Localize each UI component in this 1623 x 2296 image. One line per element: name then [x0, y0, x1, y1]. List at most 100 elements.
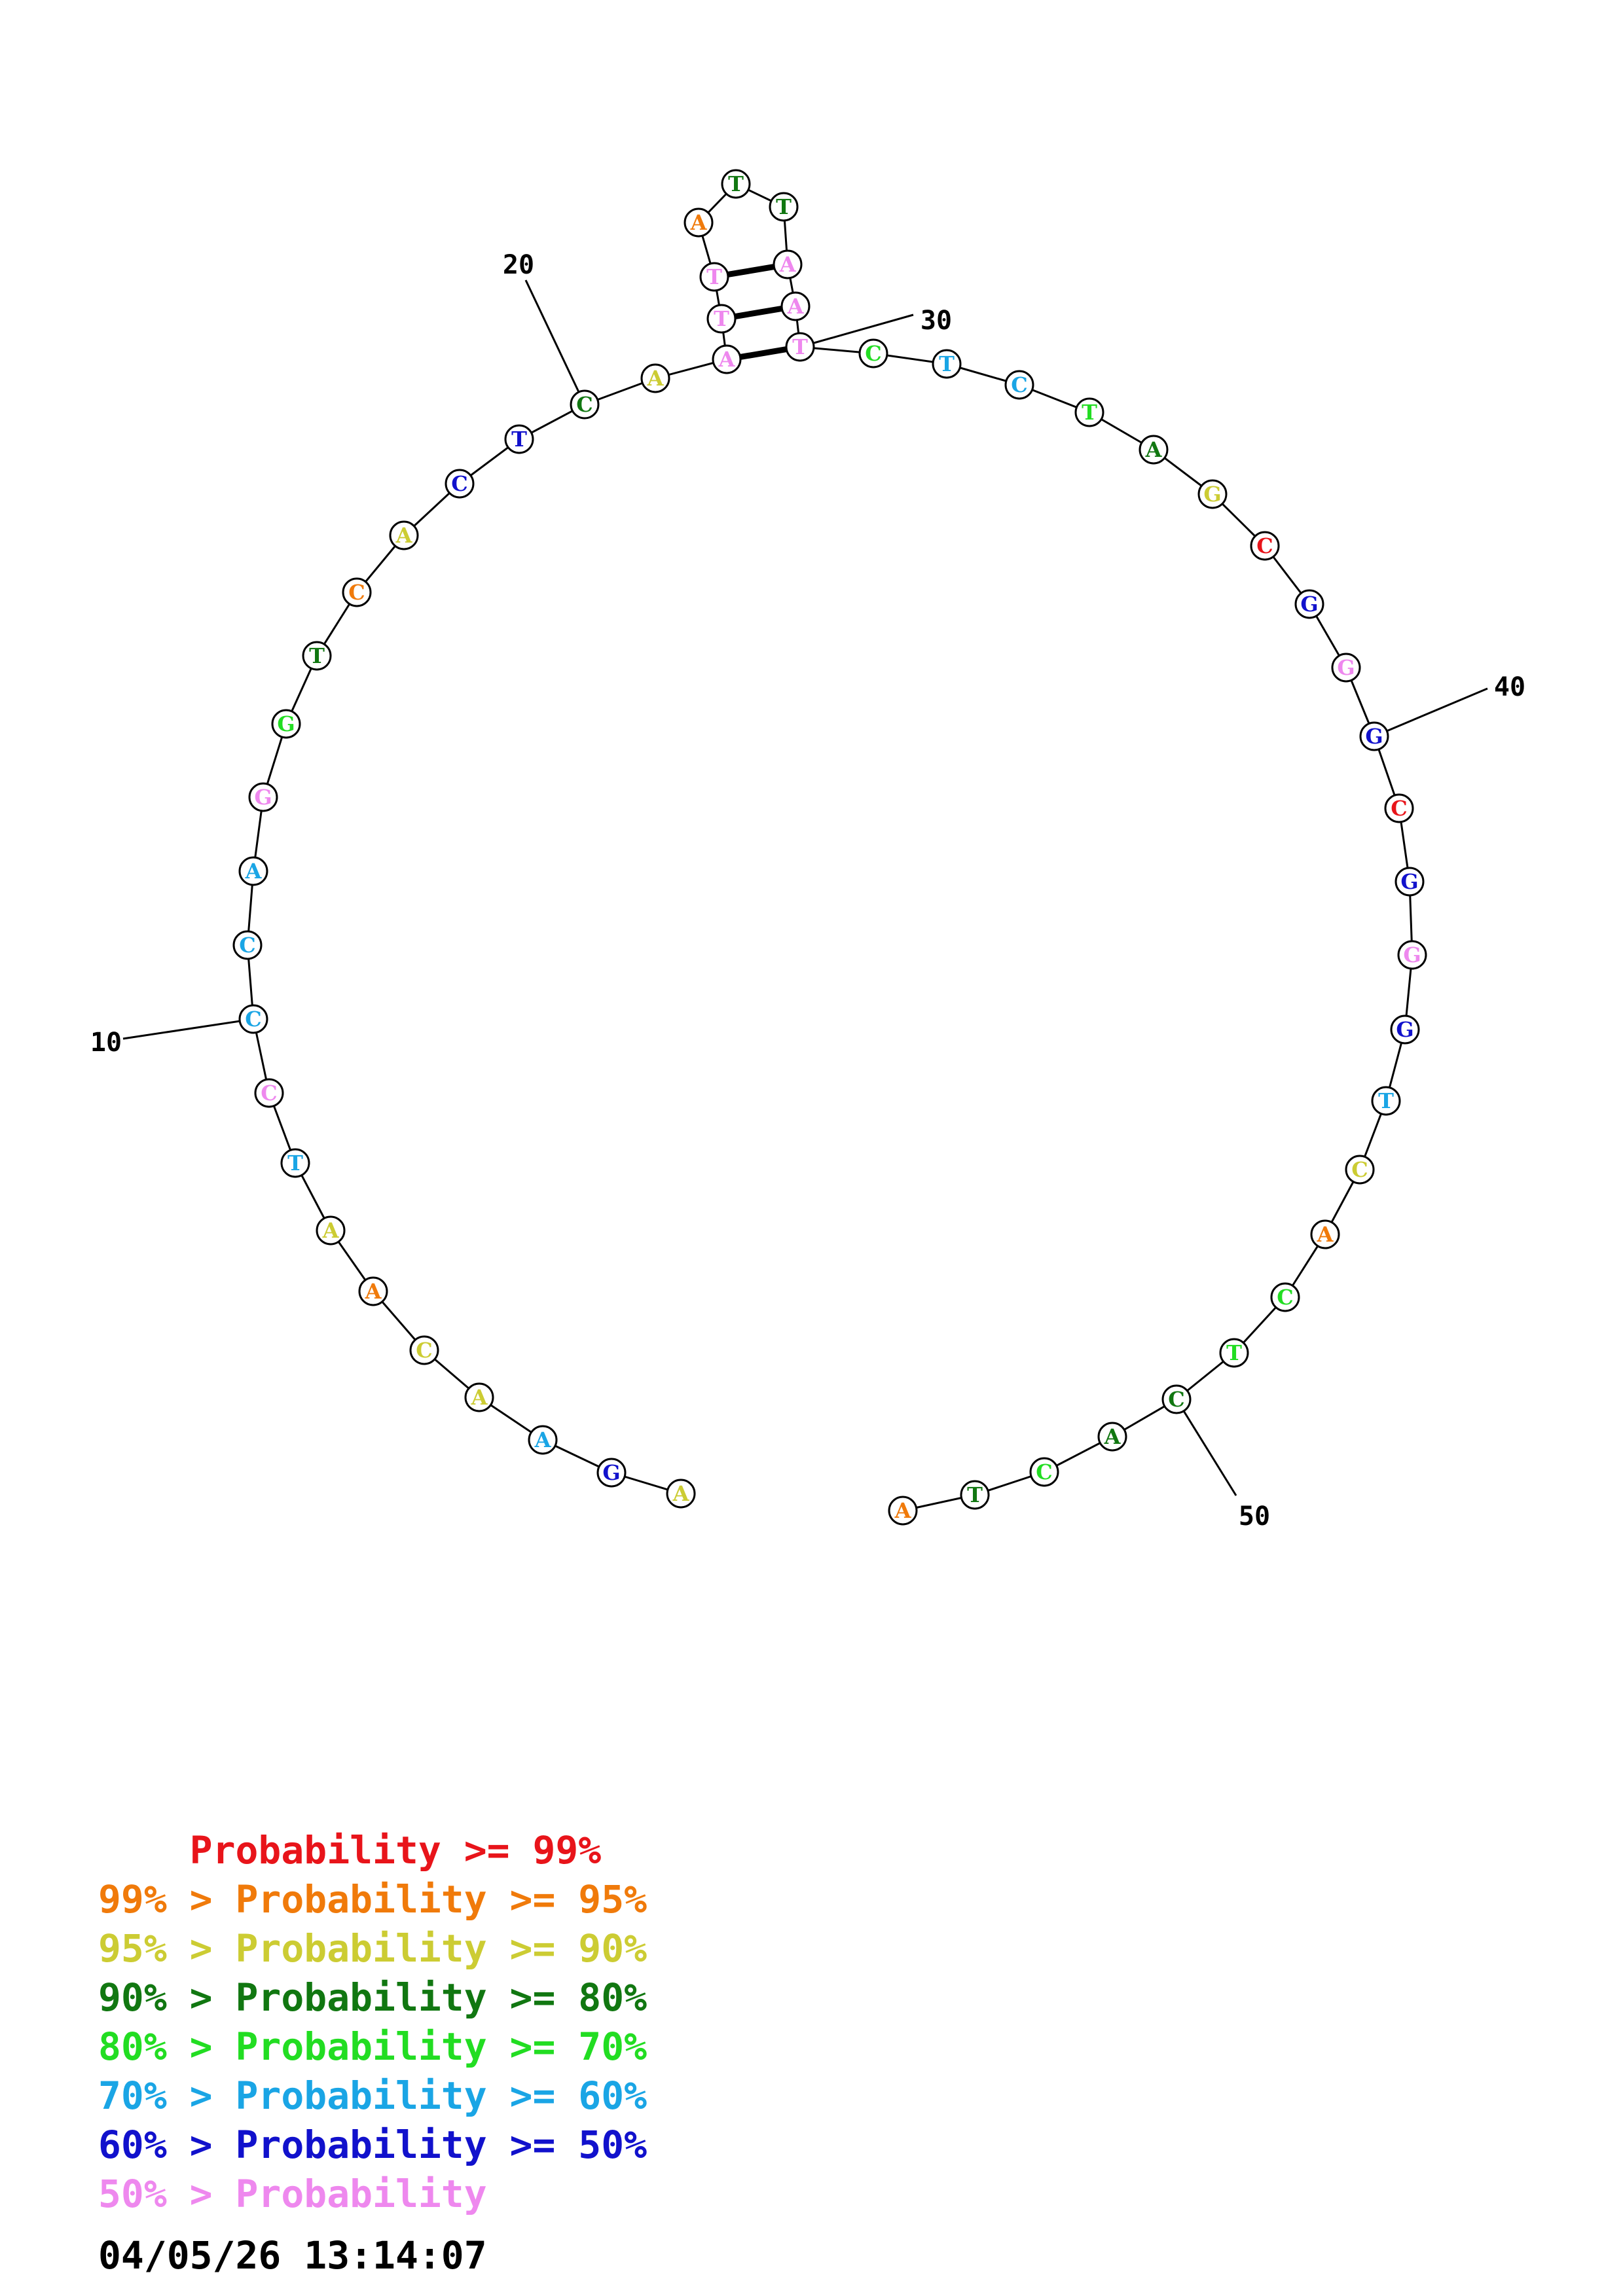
nucleotide-36: G: [1197, 479, 1228, 509]
position-label-50: 50: [1239, 1501, 1270, 1532]
legend-row-p50: 60% > Probability >= 50%: [98, 2123, 647, 2167]
nucleotide-base: G: [1396, 1017, 1413, 1042]
nucleotide-48: C: [1270, 1282, 1300, 1312]
nucleotide-circle: [1139, 435, 1169, 465]
nucleotide-circle: [445, 469, 475, 499]
nucleotide-circle: [640, 363, 670, 393]
nucleotide-base: C: [1168, 1387, 1184, 1412]
nucleotide-circle: [1310, 1219, 1340, 1249]
nucleotide-circle: [1197, 479, 1228, 509]
legend-row-p80: 90% > Probability >= 80%: [98, 1975, 647, 2020]
legend-row-p90: 95% > Probability >= 90%: [98, 1926, 647, 1971]
nucleotide-20: C: [570, 389, 600, 420]
nucleotide-circle: [1331, 653, 1361, 683]
nucleotide-45: T: [1371, 1086, 1401, 1116]
nucleotide-3: A: [528, 1425, 558, 1455]
backbone-lines: [246, 183, 1413, 1512]
nucleotide-base: T: [714, 306, 729, 331]
nucleotide-51: A: [1097, 1422, 1127, 1452]
nucleotide-circle: [302, 641, 332, 671]
nucleotide-base: C: [416, 1338, 432, 1363]
nucleotide-circle: [1250, 531, 1280, 561]
nucleotide-27: T: [769, 192, 799, 222]
nucleotide-17: A: [389, 520, 419, 550]
nucleotide-base: A: [245, 859, 263, 884]
nucleotide-circle: [1371, 1086, 1401, 1116]
nucleotide-base: G: [277, 711, 295, 736]
nucleotide-base: C: [239, 933, 255, 958]
nucleotide-base: A: [690, 210, 708, 235]
nucleotide-base: C: [1011, 372, 1027, 397]
nucleotide-24: T: [699, 262, 729, 292]
nucleotide-circle: [1390, 1014, 1420, 1045]
timestamp: 04/05/26 13:14:07: [98, 2233, 487, 2278]
position-ticks: 10 20 30 40 50: [90, 250, 1525, 1532]
nucleotide-base: C: [245, 1007, 261, 1031]
base-pair-bond: [727, 264, 775, 278]
nucleotide-40: G: [1359, 721, 1389, 751]
position-label-30: 30: [921, 306, 952, 336]
nucleotide-circle: [358, 1276, 388, 1306]
nucleotide-5: C: [409, 1335, 439, 1365]
nucleotide-circle: [504, 424, 534, 454]
nucleotide-base: C: [1391, 796, 1407, 821]
nucleotide-16: C: [342, 577, 372, 607]
nucleotide-base: G: [1365, 724, 1383, 749]
nucleotide-34: T: [1074, 397, 1104, 427]
nucleotide-38: G: [1294, 589, 1324, 619]
nucleotide-circle: [684, 207, 714, 238]
nucleotide-base: A: [647, 366, 665, 391]
nucleotide-base: C: [348, 580, 365, 605]
legend-row-p70: 80% > Probability >= 70%: [98, 2024, 647, 2069]
nucleotide-base: T: [1226, 1340, 1242, 1365]
nucleotide-base: T: [309, 643, 325, 668]
position-tick-line: [1374, 687, 1488, 738]
nucleotide-base: C: [865, 341, 881, 366]
nucleotide-46: C: [1345, 1155, 1375, 1185]
position-tick-line: [799, 314, 914, 348]
nucleotide-6: A: [358, 1276, 388, 1306]
nucleotide-circle: [528, 1425, 558, 1455]
nucleotide-circle: [238, 856, 268, 886]
nucleotide-21: A: [640, 363, 670, 393]
nucleotide-circle: [706, 304, 737, 334]
nucleotide-circle: [342, 577, 372, 607]
nucleotide-26: T: [721, 169, 751, 199]
nucleotide-circle: [232, 930, 263, 960]
base-pair-bond: [734, 306, 783, 319]
nucleotide-11: C: [232, 930, 263, 960]
nucleotide-base: G: [1337, 655, 1355, 680]
nucleotide-53: T: [960, 1480, 990, 1510]
nucleotide-circle: [1384, 793, 1414, 823]
nucleotide-circle: [409, 1335, 439, 1365]
nucleotide-circle: [570, 389, 600, 420]
nucleotide-base: C: [451, 471, 467, 496]
nucleotide-39: G: [1331, 653, 1361, 683]
nucleotide-circle: [254, 1078, 284, 1108]
nucleotide-37: C: [1250, 531, 1280, 561]
legend-row-p95: 99% > Probability >= 95%: [98, 1877, 647, 1922]
nucleotide-base: C: [1277, 1285, 1293, 1310]
nucleotide-base: C: [1036, 1460, 1052, 1484]
nucleotide-base: A: [1104, 1424, 1122, 1449]
nucleotide-31: C: [858, 338, 888, 368]
nucleotide-base: A: [534, 1427, 552, 1452]
base-pair-bond: [739, 346, 788, 360]
nucleotide-33: C: [1004, 370, 1034, 400]
nucleotide-base: A: [471, 1385, 488, 1410]
nucleotide-circle: [773, 249, 803, 279]
nucleotide-base: G: [1400, 869, 1418, 894]
nucleotide-42: G: [1395, 867, 1425, 897]
nucleotide-base: A: [672, 1481, 690, 1506]
nucleotide-circle: [1395, 867, 1425, 897]
nucleotide-base: A: [787, 294, 805, 319]
nucleotide-7: A: [316, 1215, 346, 1246]
nucleotide-circle: [1294, 589, 1324, 619]
base-pair-bonds: [727, 264, 788, 360]
nucleotide-circle: [271, 709, 301, 739]
nucleotide-base: C: [576, 392, 593, 417]
nucleotide-circle: [464, 1382, 494, 1412]
nucleotide-54: A: [888, 1496, 918, 1526]
nucleotide-base: T: [706, 264, 722, 289]
nucleotide-base: T: [792, 334, 808, 359]
